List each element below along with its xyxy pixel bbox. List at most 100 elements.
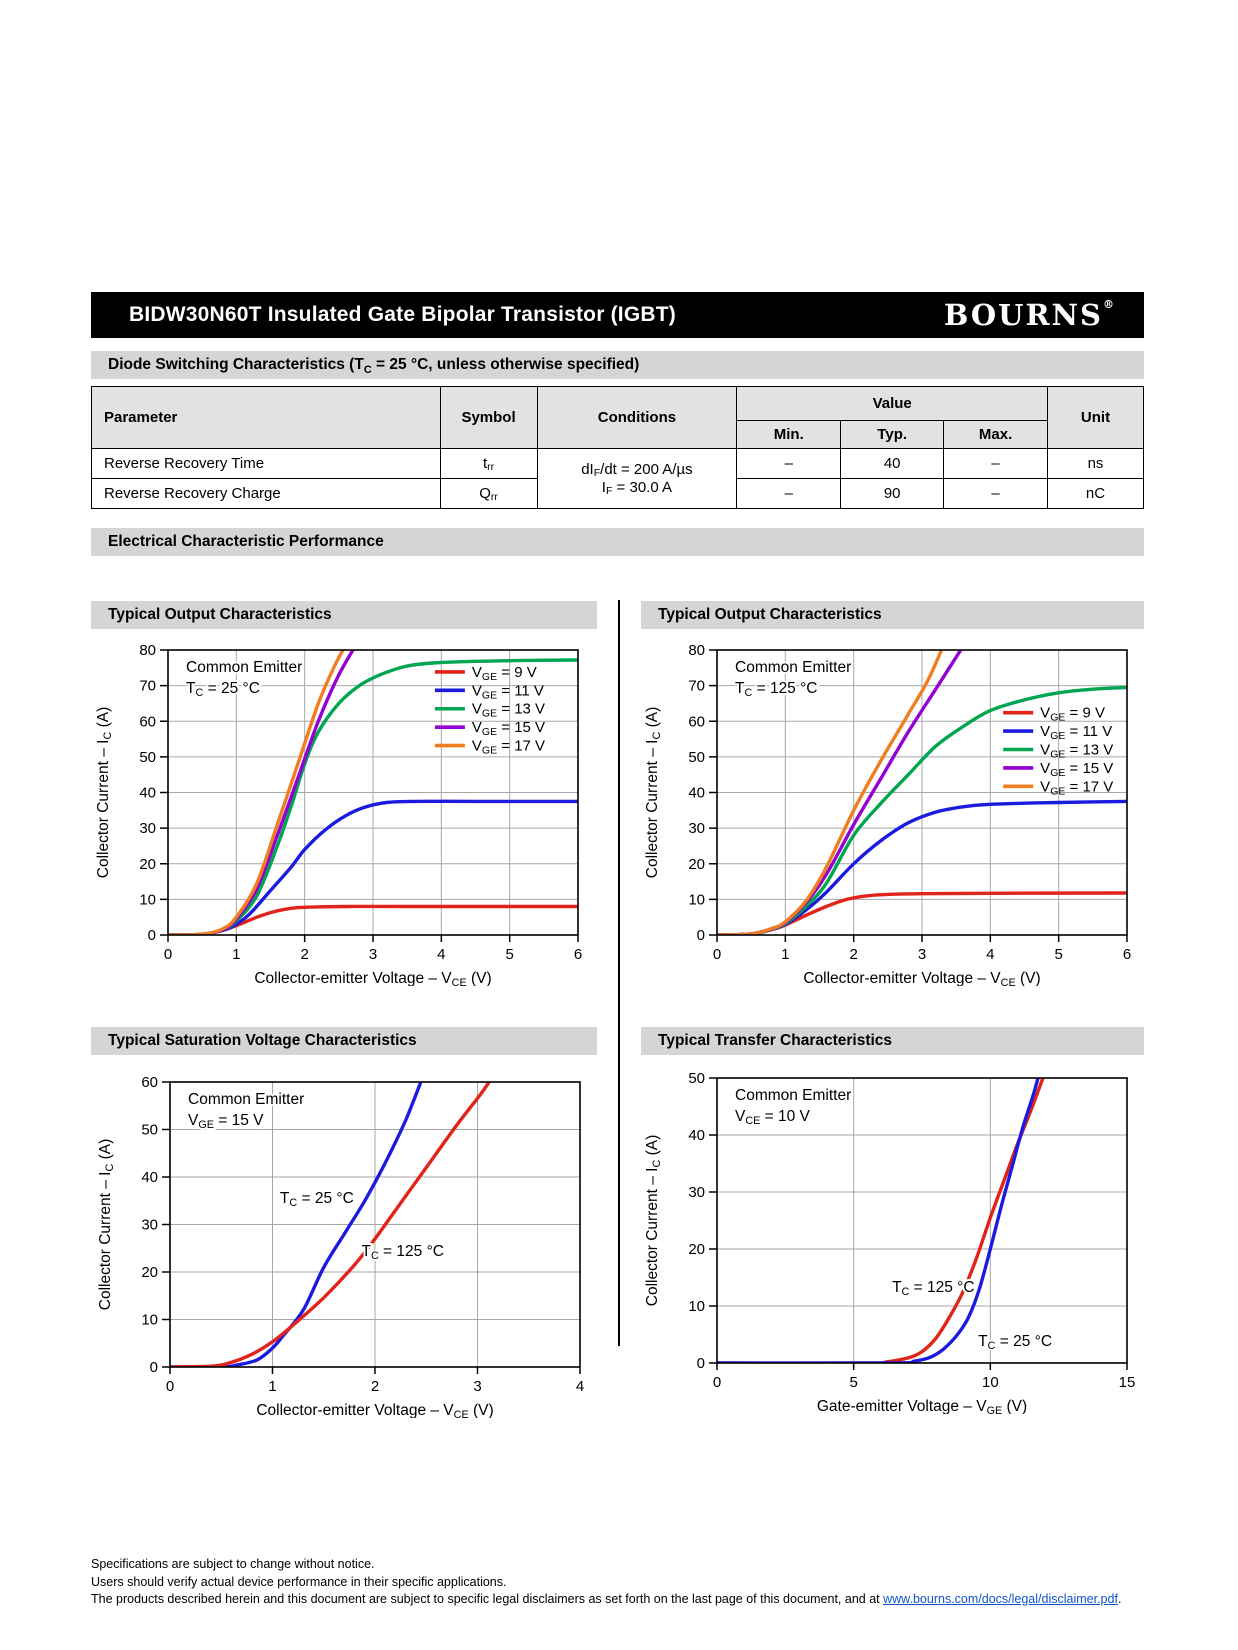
diode-switching-table: Parameter Symbol Conditions Value Unit M… — [91, 386, 1144, 509]
footer-line: The products described herein and this d… — [91, 1592, 1122, 1606]
y-tick-label: 0 — [697, 927, 705, 944]
y-axis-label: Collector Current – IC (A) — [95, 707, 114, 878]
x-tick-label: 1 — [781, 946, 789, 963]
cell-parameter: Reverse Recovery Charge — [91, 478, 441, 509]
plot-border — [716, 649, 1128, 936]
chart-note: VGE = 15 V — [188, 1112, 264, 1131]
x-tick-label: 4 — [576, 1378, 584, 1395]
y-tick-label: 30 — [141, 1217, 158, 1234]
chart-output-characteristics-25c: 0 1 2 3 4 5 6 0 10 20 30 40 50 60 70 80 Collector-emitte… — [91, 634, 597, 989]
disclaimer-link[interactable]: www.bourns.com/docs/legal/disclaimer.pdf — [883, 1592, 1118, 1606]
y-tick-label: 10 — [688, 891, 705, 908]
legend-label: VGE = 15 V — [472, 719, 545, 738]
x-tick-label: 3 — [918, 946, 926, 963]
series-vge-17-v — [168, 650, 345, 935]
x-tick-label: 1 — [232, 946, 240, 963]
footer-line: Specifications are subject to change wit… — [91, 1557, 375, 1571]
x-tick-label: 5 — [1054, 946, 1062, 963]
x-tick-label: 2 — [300, 946, 308, 963]
series-curves — [717, 650, 1127, 935]
chart-note: Common Emitter — [188, 1091, 304, 1108]
condition-line: IF = 30.0 A — [601, 478, 673, 497]
chart-output-characteristics-125c: 0 1 2 3 4 5 6 0 10 20 30 40 50 60 70 80 Collector-emitte… — [640, 634, 1146, 989]
y-tick-label: 40 — [141, 1169, 158, 1186]
y-tick-label: 80 — [688, 642, 705, 659]
y-tick-label: 40 — [139, 785, 156, 802]
y-tick-label: 10 — [139, 891, 156, 908]
x-axis-label: Collector-emitter Voltage – VCE (V) — [803, 970, 1040, 986]
y-tick-label: 70 — [139, 678, 156, 695]
x-tick-label: 6 — [574, 946, 582, 963]
y-tick-label: 40 — [688, 1127, 705, 1144]
series-tc-25-c — [170, 1082, 423, 1367]
chart-note: VCE = 10 V — [735, 1108, 811, 1127]
series-vge-17-v — [717, 650, 944, 935]
x-tick-label: 5 — [505, 946, 513, 963]
footer: Specifications are subject to change wit… — [91, 1556, 1121, 1609]
y-tick-label: 20 — [688, 856, 705, 873]
chart-title-saturation-voltage: Typical Saturation Voltage Characteristi… — [91, 1027, 597, 1055]
legend-label: VGE = 17 V — [1040, 778, 1113, 797]
y-tick-label: 0 — [148, 927, 156, 944]
y-tick-label: 60 — [141, 1074, 158, 1091]
registered-mark: ® — [1103, 298, 1116, 311]
gridlines — [168, 650, 578, 935]
y-tick-label: 0 — [150, 1359, 158, 1376]
col-header-parameter: Parameter — [91, 386, 441, 449]
col-header-conditions: Conditions — [536, 386, 738, 449]
cell-typ: 90 — [840, 478, 945, 509]
x-axis-label: Collector-emitter Voltage – VCE (V) — [254, 970, 491, 986]
series-tc-25-c — [717, 1078, 1040, 1363]
gridlines — [717, 650, 1127, 935]
y-tick-label: 30 — [139, 820, 156, 837]
y-tick-label: 50 — [139, 749, 156, 766]
chart-transfer: 0 5 10 15 0 10 20 30 40 50 Gate-emitter Voltage – … — [640, 1062, 1146, 1417]
footer-line: Users should verify actual device perfor… — [91, 1574, 507, 1589]
gridlines — [170, 1082, 580, 1367]
x-tick-label: 3 — [473, 1378, 481, 1395]
series-tc-125-c — [170, 1082, 492, 1367]
series-vge-15-v — [168, 650, 355, 935]
chart-title-transfer: Typical Transfer Characteristics — [641, 1027, 1144, 1055]
series-curves — [170, 1082, 492, 1367]
column-divider — [618, 600, 620, 1346]
col-header-unit: Unit — [1047, 386, 1144, 449]
legend-label: VGE = 13 V — [1040, 742, 1113, 761]
curve-label: TC = 25 °C — [280, 1190, 354, 1209]
plot-border — [167, 649, 579, 936]
cell-symbol: Qrr — [439, 478, 538, 509]
x-tick-label: 1 — [268, 1378, 276, 1395]
cell-max: – — [943, 478, 1049, 509]
gridlines — [717, 1078, 1127, 1363]
x-tick-label: 6 — [1123, 946, 1131, 963]
col-header-max: Max. — [943, 420, 1049, 449]
y-tick-label: 50 — [688, 1070, 705, 1087]
x-tick-label: 0 — [713, 1374, 721, 1391]
plot-border — [716, 1077, 1128, 1364]
legend-label: VGE = 13 V — [472, 701, 545, 720]
y-tick-label: 60 — [139, 713, 156, 730]
chart-canvas: 0 1 2 3 4 5 601020304050607080Collector-emitte… — [644, 642, 1131, 989]
curve-label: TC = 125 °C — [892, 1279, 975, 1298]
y-tick-label: 10 — [141, 1312, 158, 1329]
x-tick-label: 15 — [1119, 1374, 1136, 1391]
cell-typ: 40 — [840, 448, 945, 479]
cell-unit: ns — [1047, 448, 1144, 479]
legend-label: VGE = 9 V — [472, 664, 537, 683]
y-axis-label: Collector Current – IC (A) — [644, 707, 663, 878]
x-tick-label: 0 — [166, 1378, 174, 1395]
y-tick-label: 70 — [688, 678, 705, 695]
axis-ticks: 0 5 10 15 0 10 20 30 40 50 — [688, 1070, 1135, 1391]
x-tick-label: 3 — [369, 946, 377, 963]
chart-note: Common Emitter — [735, 1087, 851, 1104]
y-tick-label: 80 — [139, 642, 156, 659]
y-tick-label: 50 — [688, 749, 705, 766]
cell-symbol: trr — [439, 448, 538, 479]
table-row: Reverse Recovery Charge Qrr – 90 – nC — [91, 478, 1144, 509]
chart-saturation-voltage: 0 1 2 3 4 0 10 20 30 40 50 60 Collector-emitter Volt… — [93, 1066, 599, 1421]
